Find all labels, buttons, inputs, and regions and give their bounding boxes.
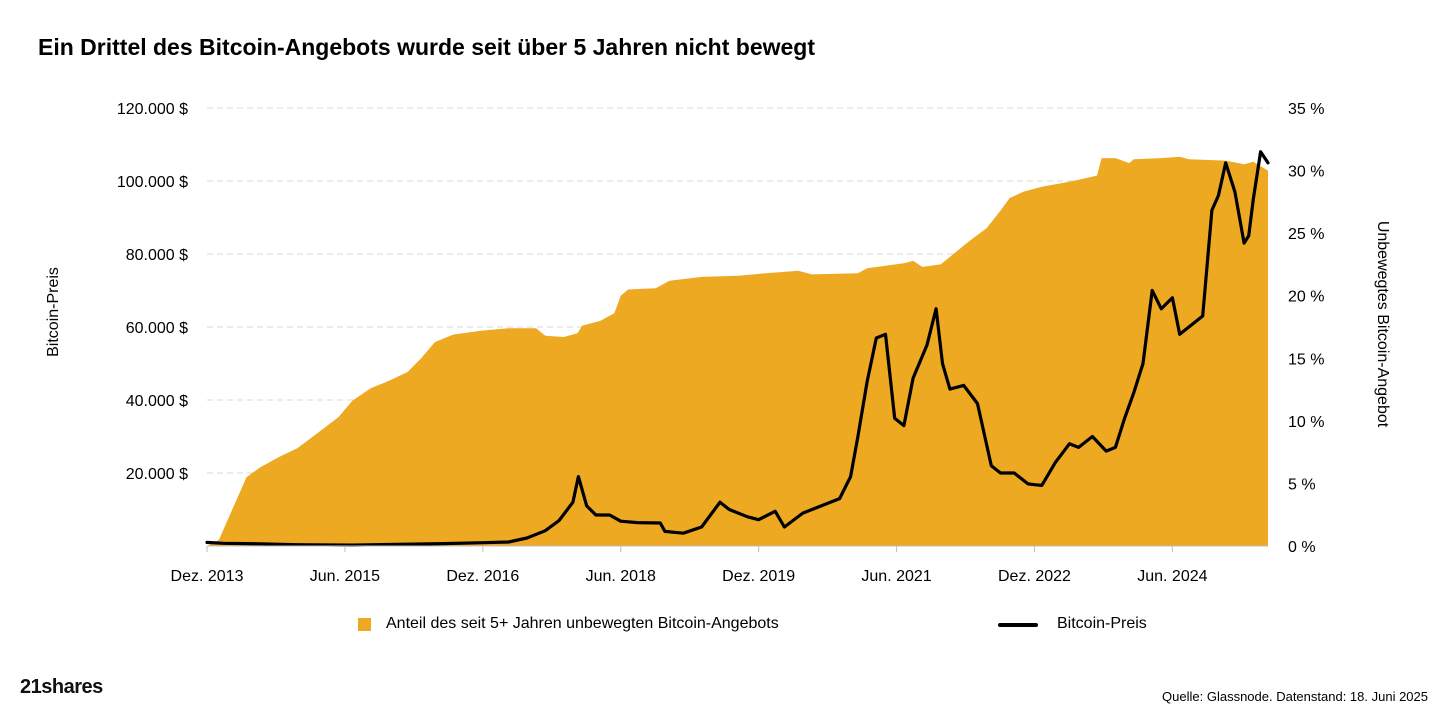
y-tick-label-left: 80.000 $: [126, 247, 188, 264]
legend-label-area: Anteil des seit 5+ Jahren unbewegten Bit…: [386, 615, 779, 632]
legend-swatch-area: [358, 618, 371, 631]
unmoved-supply-area: [207, 156, 1268, 547]
y-tick-label-right: 20 %: [1288, 289, 1324, 306]
chart-svg: Dez. 2013 Jun. 2015 Dez. 2016 Jun. 2018 Dez.…: [45, 101, 1391, 585]
y-tick-label-right: 5 %: [1288, 476, 1316, 493]
y-tick-label-left: 20.000 $: [126, 466, 188, 483]
y-axis-label-right: Unbewegtes Bitcoin-Angebot: [1374, 221, 1391, 428]
legend-swatch-line: [998, 623, 1038, 627]
bitcoin-price-line: [205, 150, 1270, 547]
x-tick-label: Jun. 2018: [586, 568, 656, 585]
y-tick-label-right: 35 %: [1288, 101, 1324, 118]
y-tick-label-right: 30 %: [1288, 164, 1324, 181]
y-tick-label-left: 120.000 $: [117, 101, 188, 118]
y-tick-label-right: 25 %: [1288, 226, 1324, 243]
x-tick-label: Jun. 2024: [1137, 568, 1207, 585]
x-tick-label: Jun. 2015: [310, 568, 380, 585]
legend-label-line: Bitcoin-Preis: [1057, 615, 1147, 632]
y-tick-label-right: 0 %: [1288, 539, 1316, 556]
y-tick-label-right: 15 %: [1288, 351, 1324, 368]
21shares-logo: 21shares: [20, 676, 103, 698]
x-tick-label: Dez. 2016: [446, 568, 519, 585]
chart-title: Ein Drittel des Bitcoin-Angebots wurde s…: [38, 34, 816, 60]
y-tick-label-left: 60.000 $: [126, 320, 188, 337]
y-tick-label-left: 40.000 $: [126, 393, 188, 410]
x-tick-label: Jun. 2021: [861, 568, 931, 585]
x-tick-label: Dez. 2019: [722, 568, 795, 585]
y-tick-label-right: 10 %: [1288, 414, 1324, 431]
x-tick-label: Dez. 2013: [171, 568, 244, 585]
source-note: Quelle: Glassnode. Datenstand: 18. Juni …: [1162, 689, 1428, 704]
y-axis-label-left: Bitcoin-Preis: [45, 267, 62, 357]
y-tick-label-left: 100.000 $: [117, 174, 188, 191]
x-tick-label: Dez. 2022: [998, 568, 1071, 585]
